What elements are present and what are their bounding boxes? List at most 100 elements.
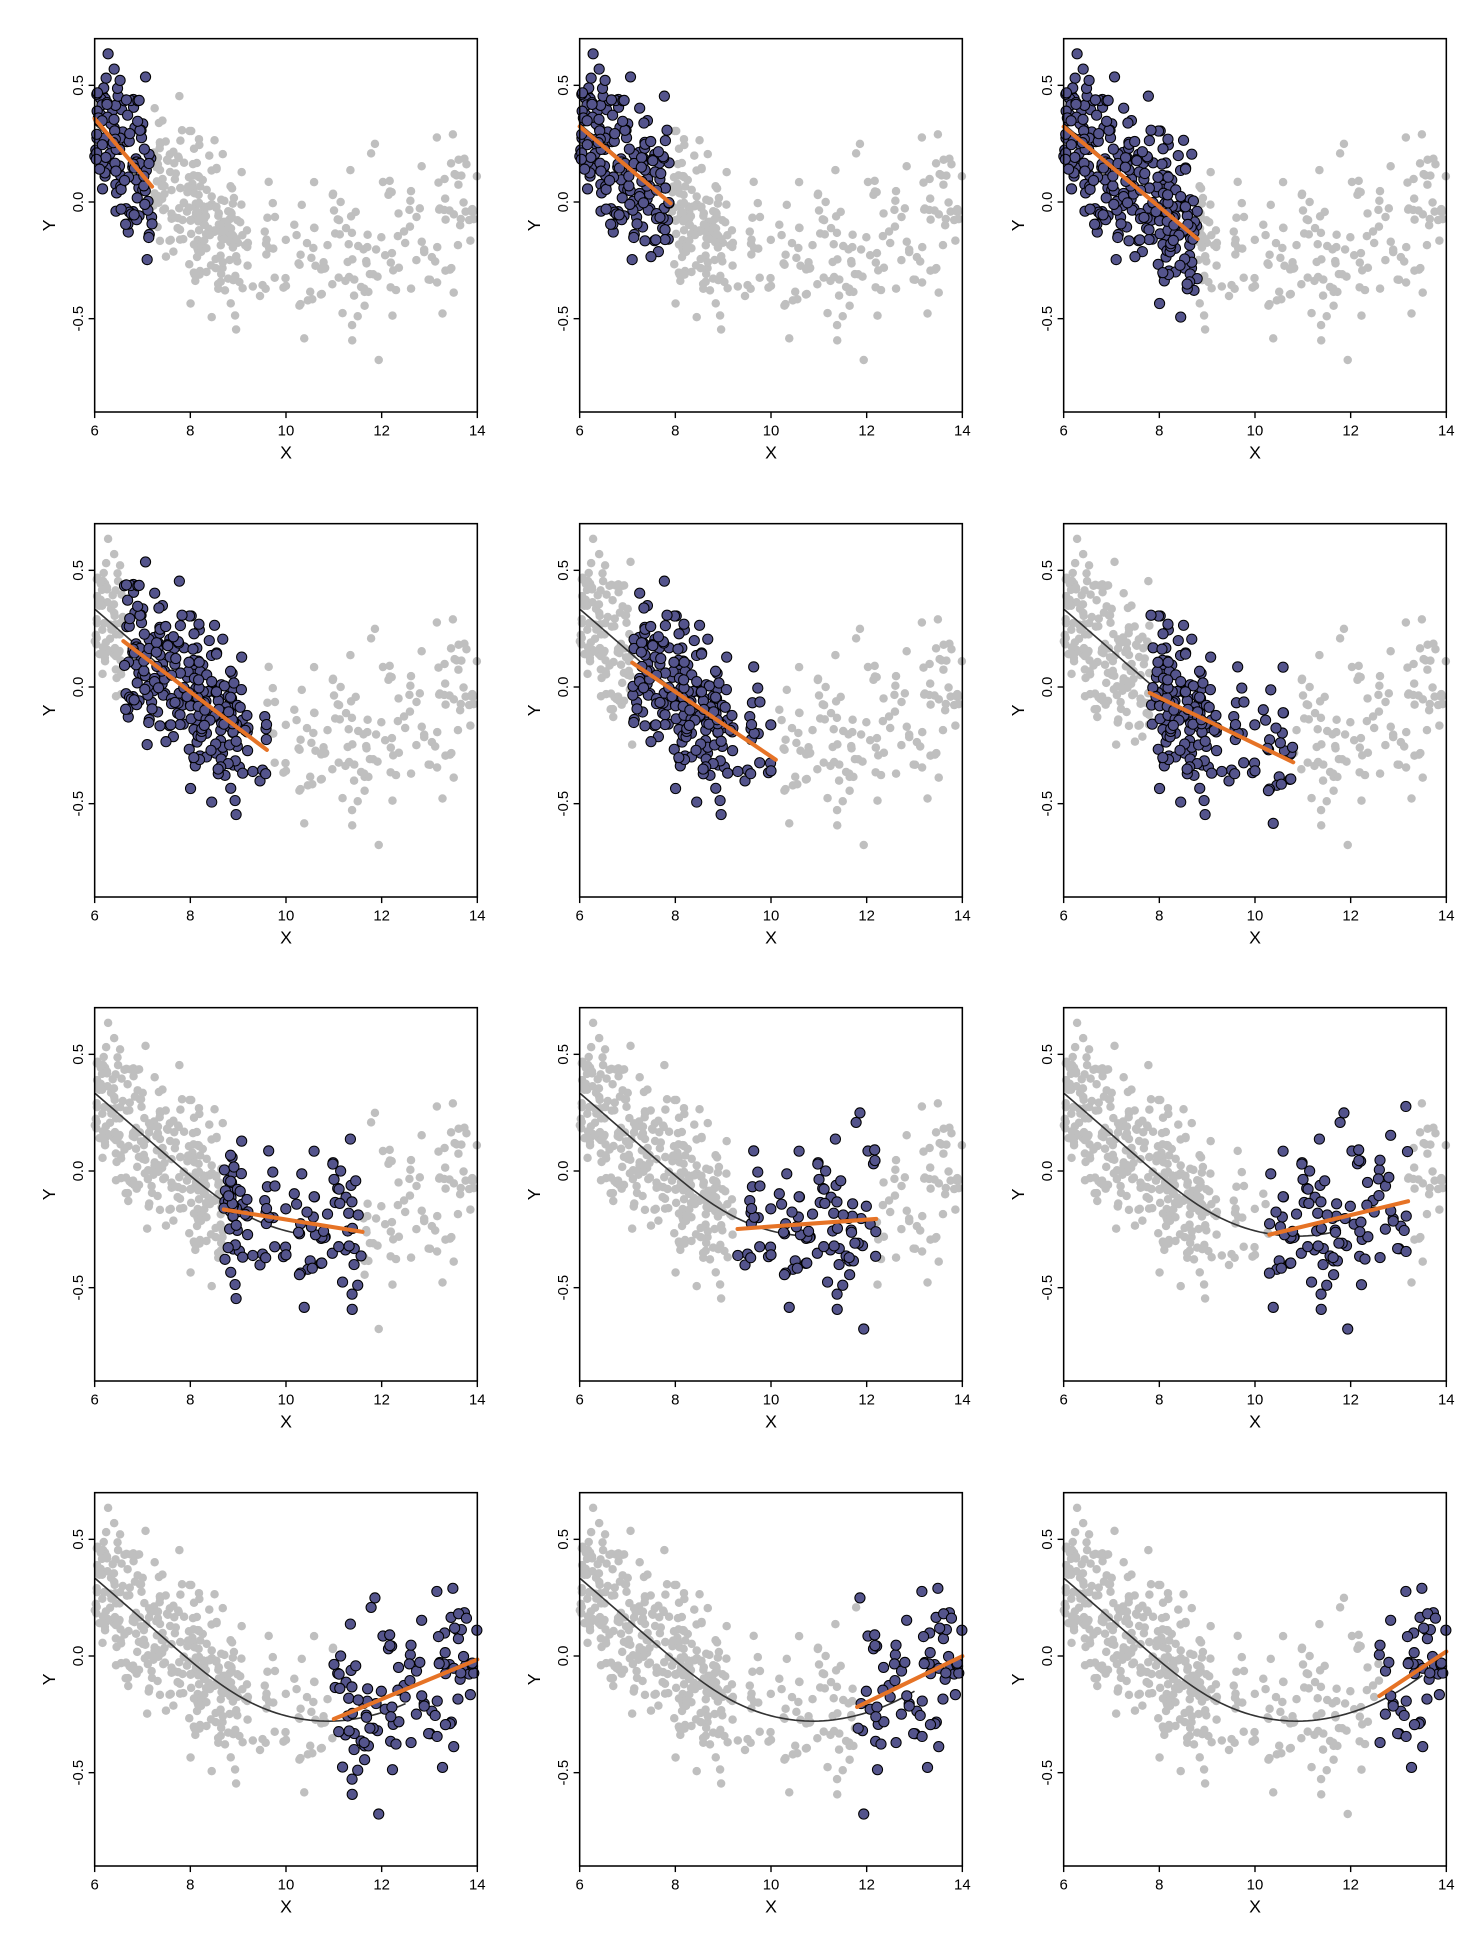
x-tick-label: 8 — [1156, 1876, 1164, 1893]
scatter-panel: 68101214-0.50.00.5XY — [20, 20, 487, 487]
x-tick-label: 10 — [1247, 422, 1264, 439]
x-tick-label: 8 — [186, 907, 194, 924]
y-tick-label: -0.5 — [1039, 1760, 1056, 1786]
x-tick-label: 8 — [1156, 422, 1164, 439]
x-tick-label: 12 — [373, 907, 390, 924]
y-axis-label: Y — [39, 1673, 59, 1685]
y-tick-label: 0.0 — [555, 1161, 572, 1182]
y-tick-label: -0.5 — [70, 1275, 87, 1301]
panel: 68101214-0.50.00.5XY — [989, 989, 1456, 1456]
x-tick-label: 10 — [762, 422, 779, 439]
y-tick-label: -0.5 — [555, 790, 572, 816]
background-points — [91, 989, 481, 1333]
x-tick-label: 8 — [671, 1876, 679, 1893]
x-axis-label: X — [765, 1897, 777, 1917]
x-tick-label: 8 — [1156, 907, 1164, 924]
scatter-panel: 68101214-0.50.00.5XY — [505, 989, 972, 1456]
x-tick-label: 12 — [373, 1392, 390, 1409]
x-tick-label: 14 — [954, 1392, 971, 1409]
scatter-panel: 68101214-0.50.00.5XY — [20, 505, 487, 972]
scatter-panel: 68101214-0.50.00.5XY — [989, 1474, 1456, 1941]
x-axis-label: X — [1249, 927, 1261, 947]
background-points — [575, 1474, 860, 1799]
scatter-panel: 68101214-0.50.00.5XY — [989, 20, 1456, 487]
x-tick-label: 14 — [954, 907, 971, 924]
y-tick-label: 0.5 — [70, 560, 87, 581]
x-tick-label: 8 — [671, 907, 679, 924]
x-tick-label: 10 — [762, 907, 779, 924]
y-tick-label: 0.0 — [555, 676, 572, 697]
background-points — [1060, 505, 1450, 849]
y-tick-label: 0.0 — [1039, 676, 1056, 697]
x-tick-label: 8 — [186, 422, 194, 439]
y-axis-label: Y — [524, 1189, 544, 1201]
x-tick-label: 12 — [1343, 1392, 1360, 1409]
x-tick-label: 10 — [278, 422, 295, 439]
y-tick-label: 0.5 — [1039, 75, 1056, 96]
x-tick-label: 14 — [1438, 1876, 1455, 1893]
y-tick-label: 0.0 — [70, 676, 87, 697]
y-tick-label: 0.5 — [555, 1529, 572, 1550]
x-axis-label: X — [765, 927, 777, 947]
highlighted-points — [219, 1134, 366, 1314]
y-tick-label: 0.0 — [555, 192, 572, 213]
x-tick-label: 14 — [1438, 422, 1455, 439]
panel: 68101214-0.50.00.5XY — [505, 989, 972, 1456]
panel: 68101214-0.50.00.5XY — [20, 505, 487, 972]
x-tick-label: 14 — [469, 422, 486, 439]
panel: 68101214-0.50.00.5XY — [20, 20, 487, 487]
scatter-panel: 68101214-0.50.00.5XY — [505, 505, 972, 972]
background-points — [149, 92, 481, 364]
x-tick-label: 14 — [1438, 1392, 1455, 1409]
x-tick-label: 12 — [858, 1876, 875, 1893]
x-tick-label: 6 — [91, 422, 99, 439]
y-tick-label: 0.0 — [555, 1646, 572, 1667]
x-tick-label: 10 — [278, 1392, 295, 1409]
y-axis-label: Y — [524, 704, 544, 716]
y-axis-label: Y — [1008, 219, 1028, 231]
y-axis-label: Y — [1008, 1189, 1028, 1201]
x-tick-label: 6 — [91, 1392, 99, 1409]
y-axis-label: Y — [39, 219, 59, 231]
x-tick-label: 10 — [762, 1392, 779, 1409]
x-tick-label: 6 — [575, 907, 583, 924]
y-axis-label: Y — [1008, 1673, 1028, 1685]
x-tick-label: 6 — [91, 1876, 99, 1893]
panel: 68101214-0.50.00.5XY — [505, 505, 972, 972]
x-tick-label: 10 — [1247, 1392, 1264, 1409]
y-axis-label: Y — [39, 1189, 59, 1201]
x-axis-label: X — [1249, 1412, 1261, 1432]
y-tick-label: 0.0 — [1039, 1646, 1056, 1667]
x-tick-label: 10 — [278, 907, 295, 924]
panel: 68101214-0.50.00.5XY — [20, 989, 487, 1456]
y-tick-label: 0.5 — [555, 560, 572, 581]
y-tick-label: -0.5 — [70, 790, 87, 816]
y-tick-label: -0.5 — [1039, 306, 1056, 332]
y-tick-label: -0.5 — [555, 306, 572, 332]
x-tick-label: 10 — [1247, 1876, 1264, 1893]
highlighted-points — [627, 576, 775, 820]
highlighted-points — [574, 20, 673, 265]
x-tick-label: 14 — [469, 1876, 486, 1893]
highlighted-points — [119, 557, 271, 820]
x-tick-label: 10 — [278, 1876, 295, 1893]
panel: 68101214-0.50.00.5XY — [989, 1474, 1456, 1941]
y-tick-label: 0.0 — [70, 192, 87, 213]
y-tick-label: -0.5 — [70, 1760, 87, 1786]
x-tick-label: 8 — [186, 1876, 194, 1893]
x-tick-label: 12 — [1343, 1876, 1360, 1893]
x-tick-label: 8 — [671, 1392, 679, 1409]
x-tick-label: 6 — [1060, 1876, 1068, 1893]
y-tick-label: 0.5 — [70, 1529, 87, 1550]
panel-grid: 68101214-0.50.00.5XY68101214-0.50.00.5XY… — [20, 20, 1456, 1456]
highlighted-points — [1375, 1583, 1452, 1772]
background-points — [91, 1474, 338, 1797]
scatter-panel: 68101214-0.50.00.5XY — [989, 989, 1456, 1456]
x-tick-label: 14 — [469, 1392, 486, 1409]
background-points — [1194, 130, 1451, 364]
x-tick-label: 6 — [575, 422, 583, 439]
highlighted-points — [1146, 610, 1298, 828]
panel: 68101214-0.50.00.5XY — [989, 505, 1456, 972]
y-tick-label: 0.5 — [1039, 1044, 1056, 1065]
y-tick-label: 0.5 — [555, 1044, 572, 1065]
